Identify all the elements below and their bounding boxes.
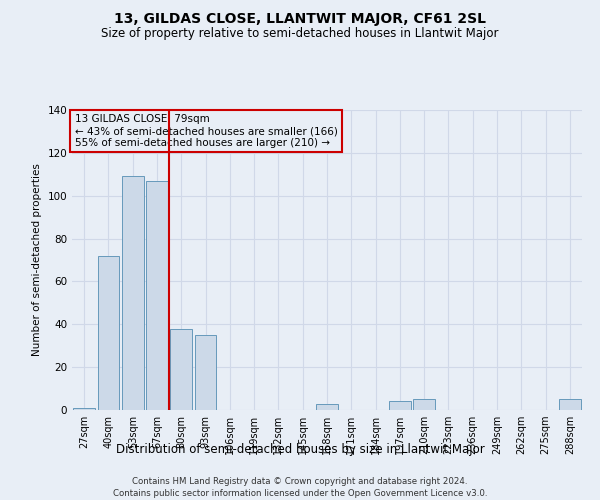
Bar — [122, 176, 143, 410]
Y-axis label: Number of semi-detached properties: Number of semi-detached properties — [32, 164, 42, 356]
Text: Contains public sector information licensed under the Open Government Licence v3: Contains public sector information licen… — [113, 489, 487, 498]
Bar — [389, 402, 411, 410]
Bar — [73, 408, 95, 410]
Bar — [97, 256, 119, 410]
Bar — [413, 400, 435, 410]
Bar — [146, 180, 168, 410]
Text: Contains HM Land Registry data © Crown copyright and database right 2024.: Contains HM Land Registry data © Crown c… — [132, 478, 468, 486]
Bar — [194, 335, 217, 410]
Bar — [170, 328, 192, 410]
Text: 13 GILDAS CLOSE: 79sqm
← 43% of semi-detached houses are smaller (166)
55% of se: 13 GILDAS CLOSE: 79sqm ← 43% of semi-det… — [74, 114, 337, 148]
Text: 13, GILDAS CLOSE, LLANTWIT MAJOR, CF61 2SL: 13, GILDAS CLOSE, LLANTWIT MAJOR, CF61 2… — [114, 12, 486, 26]
Text: Size of property relative to semi-detached houses in Llantwit Major: Size of property relative to semi-detach… — [101, 28, 499, 40]
Bar — [559, 400, 581, 410]
Text: Distribution of semi-detached houses by size in Llantwit Major: Distribution of semi-detached houses by … — [116, 442, 484, 456]
Bar — [316, 404, 338, 410]
